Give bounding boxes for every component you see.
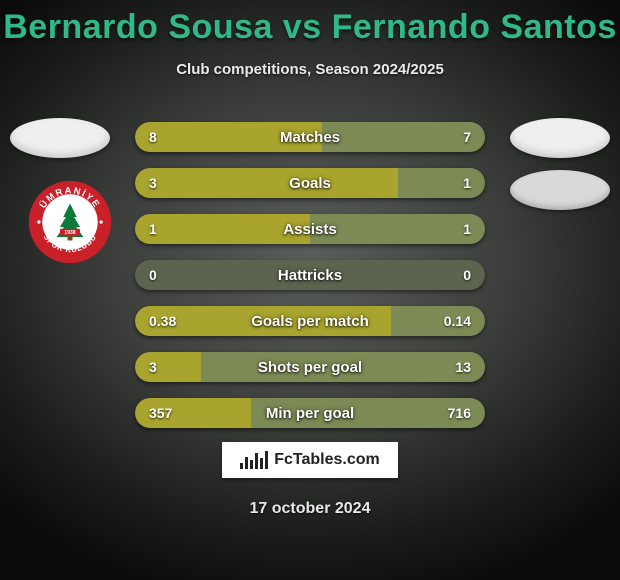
subtitle: Club competitions, Season 2024/2025	[0, 61, 620, 78]
stats-list: 87Matches 31Goals 11Assists 00Hattricks 0.38…	[135, 122, 485, 444]
player-right-club-placeholder	[510, 170, 610, 210]
badge-year: 1938	[64, 230, 75, 236]
stat-row: 11Assists	[135, 214, 485, 244]
player-left-avatar	[10, 118, 110, 158]
stat-row: 31Goals	[135, 168, 485, 198]
stat-row: 00Hattricks	[135, 260, 485, 290]
stat-row: 87Matches	[135, 122, 485, 152]
player-right-avatar	[510, 118, 610, 158]
footer-brand: FcTables.com	[222, 442, 398, 478]
stat-row: 0.380.14Goals per match	[135, 306, 485, 336]
date: 17 october 2024	[0, 500, 620, 518]
page-title: Bernardo Sousa vs Fernando Santos	[0, 0, 620, 47]
stat-row: 357716Min per goal	[135, 398, 485, 428]
chart-icon	[240, 451, 268, 469]
player-left-club-badge: ÜMRANİYE SPOR KULÜBÜ 1938	[28, 180, 112, 264]
comparison-card: Bernardo Sousa vs Fernando Santos Club c…	[0, 0, 620, 580]
stat-row: 313Shots per goal	[135, 352, 485, 382]
footer-brand-text: FcTables.com	[274, 451, 380, 469]
